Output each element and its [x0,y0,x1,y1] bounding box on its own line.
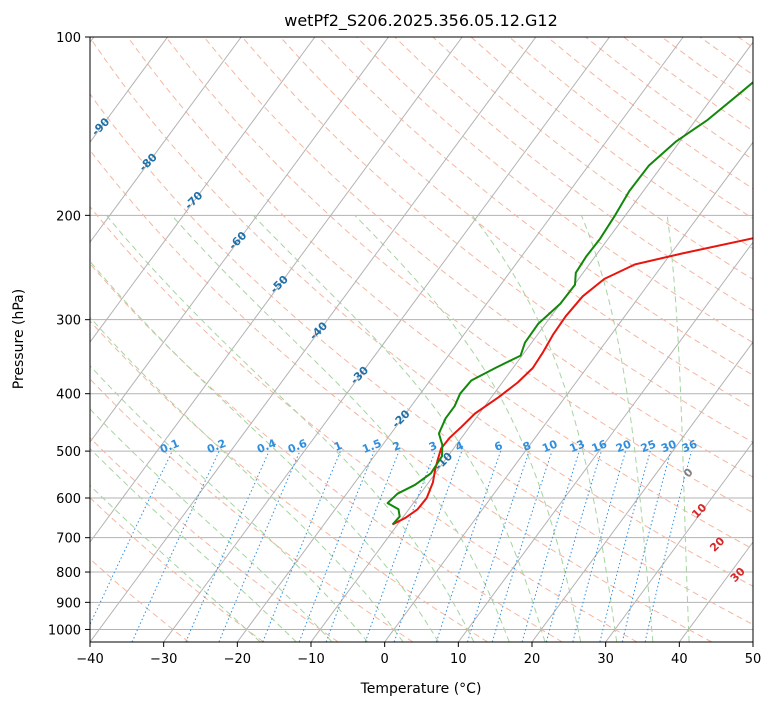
y-axis-label: Pressure (hPa) [11,289,27,389]
dry-adiabat-line [318,37,753,376]
isotherm-line [90,37,242,244]
mixing-ratio-label: 36 [680,437,699,455]
mixing-ratio-line [185,450,270,642]
mixing-ratio-label: 20 [614,437,633,455]
profile-lines [386,81,753,526]
isotherm-line [90,37,168,144]
moist-adiabat-line [252,214,546,642]
isotherm-line [163,37,610,642]
x-tick-label: 0 [381,652,389,667]
y-tick-label: 700 [56,532,81,547]
x-axis-label: Temperature (°C) [360,681,482,697]
isotherm-line [605,441,753,642]
dewpoint-profile-line [386,81,753,526]
x-tick-label: −10 [297,652,324,667]
mixing-ratio-line [521,450,580,642]
mixing-ratio-line [545,450,602,642]
y-tick-label: 900 [56,596,81,611]
isotherm-line [90,37,537,642]
y-tick-label: 200 [56,209,81,224]
dry-adiabat-line [165,37,753,514]
mixing-ratio-line [644,450,693,642]
y-tick-label: 1000 [48,623,81,638]
isotherm-line [384,141,753,642]
y-axis-ticks: 100 200 300 400 500 600 700 800 900 1000 [48,31,90,638]
x-tick-label: 30 [597,652,614,667]
x-tick-label: −30 [150,652,177,667]
y-tick-label: 400 [56,388,81,403]
mixing-ratio-line [435,450,502,642]
mixing-ratio-line [599,450,651,642]
plot-frame [89,36,754,643]
y-tick-label: 500 [56,445,81,460]
isotherm-line [90,37,316,343]
mixing-ratio-label: 16 [590,437,609,455]
dry-adiabat-line [90,37,753,587]
mixing-ratio-line [393,450,463,642]
x-axis-ticks: −40 −30 −20 −10 0 10 20 30 40 50 [76,642,761,667]
isotherm-line [531,341,753,642]
x-tick-label: 10 [450,652,467,667]
moist-adiabat-line [90,484,261,642]
mixing-ratio-line [572,450,627,642]
y-tick-label: 100 [56,31,81,46]
moist-adiabat-line [90,447,297,642]
isotherm-line [236,37,684,642]
moist-adiabat-line [90,408,333,642]
mixing-ratio-line [325,450,400,642]
mixing-ratio-label: 13 [568,438,587,456]
mixing-ratio-line [491,450,553,642]
x-tick-label: 50 [745,652,762,667]
y-tick-label: 600 [56,492,81,507]
dry-adiabat-line [279,37,753,410]
moist-adiabat-line [90,260,439,642]
mixing-ratio-label: 30 [659,437,678,455]
x-tick-label: 20 [524,652,541,667]
mixing-ratio-line [218,450,301,642]
isotherm-line [90,37,389,443]
dry-adiabat-line [90,262,563,642]
dry-adiabat-line [90,378,414,642]
mixing-ratio-line [621,450,672,642]
y-tick-label: 800 [56,566,81,581]
x-tick-label: −20 [224,652,251,667]
moist-adiabat-line [106,214,475,642]
mixing-ratio-line [364,450,436,642]
moist-adiabat-line [171,214,510,642]
moist-adiabat-line [354,214,582,642]
dry-adiabat-line [90,93,753,626]
isotherm-line [457,241,753,642]
mixing-ratio-line [262,450,341,642]
moist-adiabat-label: 40 [752,592,772,612]
mixing-ratio-label: 2 [391,439,403,454]
moist-adiabat-line [580,215,654,642]
y-tick-label: 300 [56,314,81,329]
x-tick-label: 40 [671,652,688,667]
moist-adiabat-line [471,214,618,642]
mixing-ratio-label: 1 [332,439,344,454]
background-lines [90,37,753,642]
mixing-ratio-label: 8 [521,439,533,454]
mixing-ratio-line [467,450,530,642]
mixing-ratio-label: 25 [639,438,658,456]
mixing-ratio-label: 10 [540,437,559,455]
mixing-ratio-label: 3 [427,439,439,454]
chart-title: wetPf2_S206.2025.356.05.12.G12 [284,11,558,31]
dry-adiabat-line [90,205,638,642]
isotherm-line [90,37,463,543]
mixing-ratio-line [298,450,375,642]
x-tick-label: −40 [76,652,103,667]
dry-adiabat-line [356,37,753,344]
temperature-profile-line [392,237,753,526]
moist-adiabat-line [666,215,690,642]
dry-adiabat-line [90,149,712,642]
moist-adiabat-line [90,316,404,642]
